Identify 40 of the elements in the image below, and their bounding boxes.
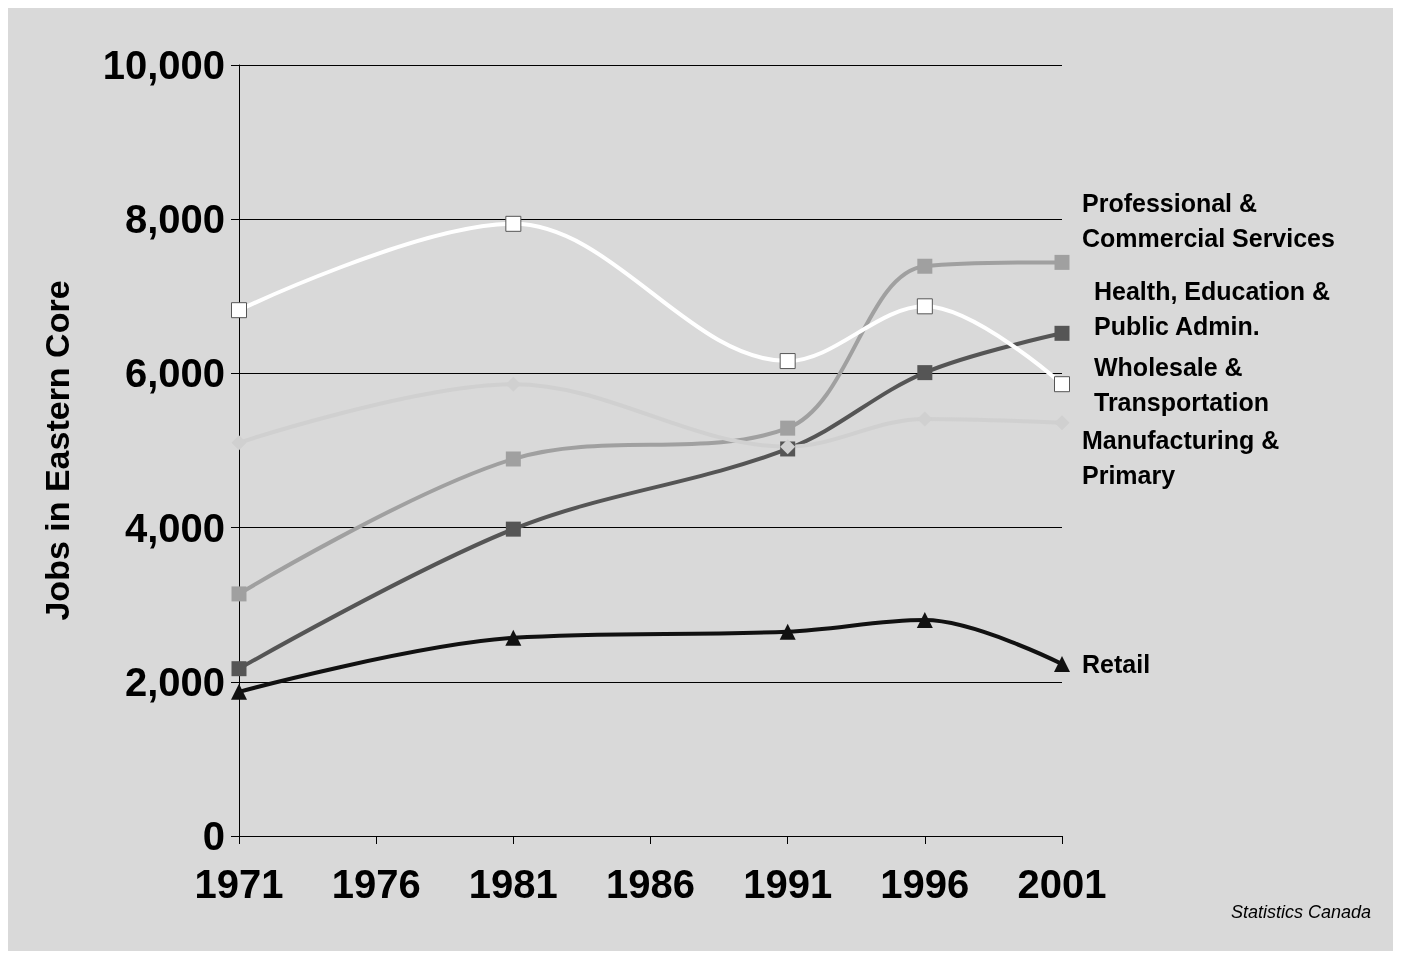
point [916, 612, 933, 629]
y-tick-label: 4,000 [124, 505, 225, 550]
point [779, 623, 796, 640]
point [505, 521, 521, 537]
point [505, 629, 522, 646]
series-label: Retail [1082, 650, 1151, 679]
y-tick-label: 2,000 [124, 659, 225, 704]
point [1054, 376, 1070, 393]
x-tick-label: 1996 [880, 862, 970, 906]
point [916, 298, 933, 315]
y-tick-label: 8,000 [124, 197, 225, 242]
x-tick-label: 2001 [1017, 862, 1107, 906]
y-tick-label: 0 [202, 814, 225, 858]
x-tick-label: 1986 [606, 862, 695, 906]
point [231, 586, 247, 602]
series-label: Health, Education & Public Admin. [1094, 276, 1338, 340]
point [505, 215, 522, 232]
y-tick-label: 6,000 [124, 351, 225, 396]
point [917, 365, 933, 381]
series-label: Manufacturing & Primary [1082, 426, 1287, 490]
x-tick-label: 1991 [743, 862, 833, 906]
y-tick-label: 10,000 [102, 43, 225, 87]
point [505, 451, 521, 467]
x-tick-label: 1981 [468, 862, 558, 906]
point [231, 661, 247, 677]
point [780, 420, 796, 436]
point [231, 435, 247, 451]
point [1054, 656, 1070, 673]
series-label: Professional & Commercial Services [1082, 188, 1335, 252]
point [779, 353, 796, 370]
y-axis-title: Jobs in Eastern Core [38, 280, 76, 621]
point [1054, 254, 1070, 270]
point [917, 258, 933, 274]
series-label: Wholesale & Transportation [1094, 352, 1270, 416]
point [231, 302, 247, 319]
x-tick-label: 1971 [194, 862, 284, 906]
point [1054, 325, 1070, 341]
x-tick-label: 1976 [331, 862, 421, 906]
point [231, 683, 247, 700]
text: Statistics Canada [1230, 902, 1372, 922]
